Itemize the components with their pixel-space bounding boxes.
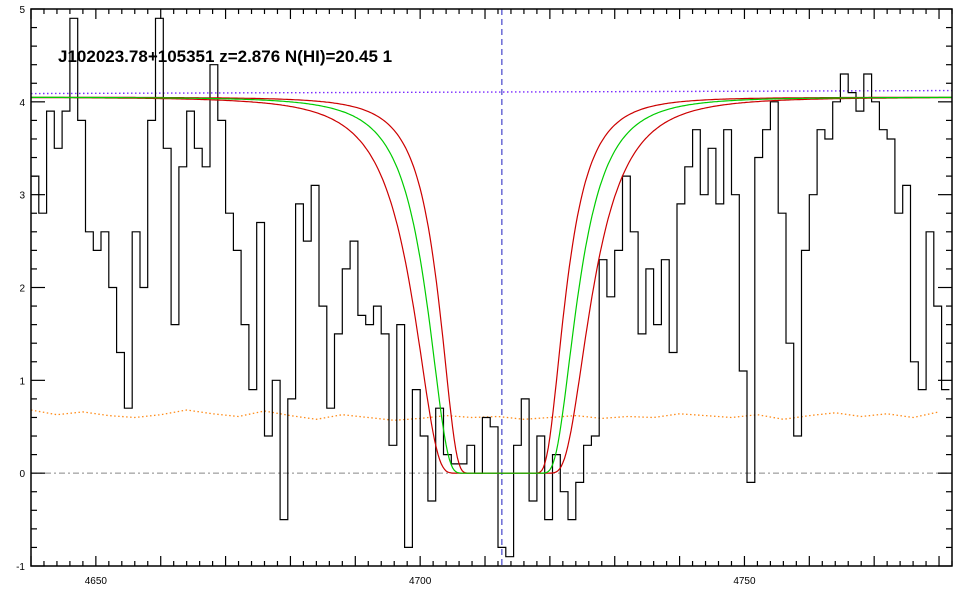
x-tick-label: 4750 (733, 576, 756, 587)
y-tick-label: 2 (19, 284, 25, 295)
x-tick-label: 4700 (409, 576, 432, 587)
axes: 4650 4700 4750 -1 0 1 2 3 4 5 (16, 5, 953, 587)
flux-spectrum (31, 17, 950, 558)
series-layer (30, 17, 953, 558)
continuum-line (30, 89, 953, 95)
best-fit-profile (31, 96, 952, 474)
y-tick-label: 1 (19, 376, 25, 387)
y-tick-label: 3 (19, 191, 25, 202)
x-tick-label: 4650 (85, 576, 108, 587)
y-tick-label: -1 (16, 562, 25, 573)
error-spectrum (30, 409, 940, 421)
chart-title: J102023.78+105351 z=2.876 N(HI)=20.45 1 (58, 47, 392, 66)
reference-lines (30, 9, 953, 566)
y-tick-label: 5 (19, 5, 25, 16)
y-tick-label: 0 (19, 469, 25, 480)
y-tick-label: 4 (19, 98, 25, 109)
